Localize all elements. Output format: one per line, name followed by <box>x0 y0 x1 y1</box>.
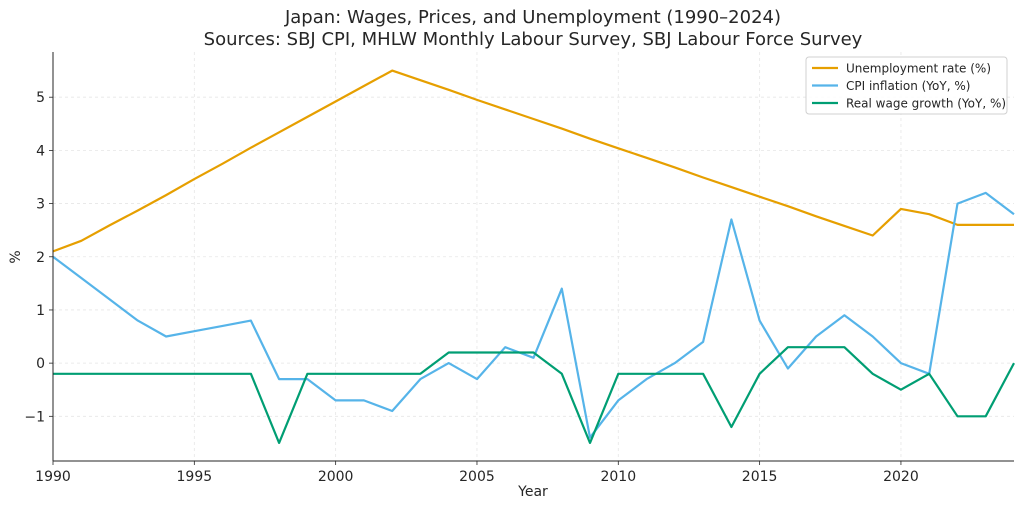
legend: Unemployment rate (%) CPI inflation (YoY,… <box>805 56 1008 115</box>
axes: 1990 1995 2000 2005 2010 2015 2020 −1 0 1 2 3 4 5 <box>24 52 1014 485</box>
series-line-1 <box>52 191 1015 439</box>
y-tick-label: 5 <box>36 90 45 106</box>
series-line-0 <box>52 69 1014 253</box>
y-tick-label: −1 <box>24 409 45 425</box>
x-tick-label: 2005 <box>459 469 495 485</box>
legend-label: Unemployment rate (%) <box>846 62 991 76</box>
y-tick-label: 0 <box>36 356 45 372</box>
chart-subtitle: Sources: SBJ CPI, MHLW Monthly Labour Su… <box>204 29 863 50</box>
chart-title: Japan: Wages, Prices, and Unemployment (… <box>284 7 781 28</box>
x-tick-label: 1995 <box>177 469 213 485</box>
x-tick-label: 2000 <box>318 469 354 485</box>
y-tick-label: 2 <box>36 250 45 266</box>
y-axis-label: % <box>8 250 24 263</box>
series-lines <box>52 69 1015 444</box>
y-tick-label: 4 <box>36 143 45 159</box>
x-tick-label: 2015 <box>742 469 778 485</box>
x-tick-label: 1990 <box>35 469 71 485</box>
y-tick-label: 3 <box>36 197 45 213</box>
series-line-2 <box>53 346 1015 444</box>
x-tick-label: 2010 <box>600 469 636 485</box>
legend-label: Real wage growth (YoY, %) <box>846 97 1006 111</box>
grid <box>52 52 1014 461</box>
legend-label: CPI inflation (YoY, %) <box>846 79 970 93</box>
x-axis-label: Year <box>517 484 548 500</box>
x-tick-label: 2020 <box>883 469 919 485</box>
legend-box <box>805 56 1008 115</box>
y-tick-label: 1 <box>36 303 45 319</box>
